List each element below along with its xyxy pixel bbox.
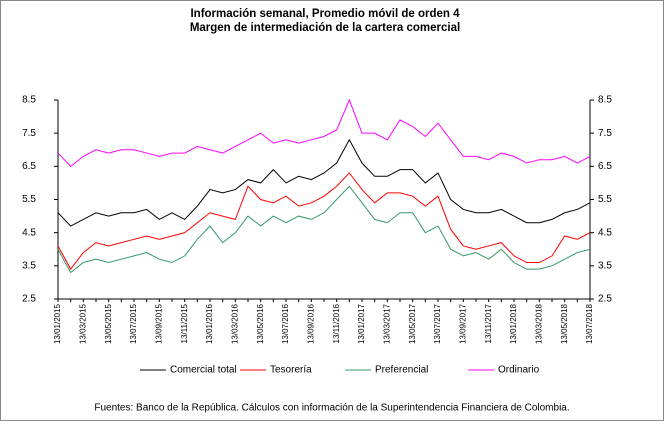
x-tick-label: 13/07/2016	[281, 303, 290, 344]
series-line	[57, 98, 591, 168]
x-tick-label: 13/01/2015	[53, 303, 62, 344]
y2-tick-label: 8.5	[598, 95, 612, 106]
y-tick-label: 8.5	[22, 95, 36, 106]
legend-label: Comercial total	[170, 365, 237, 376]
y-tick-label: 7.5	[22, 128, 36, 139]
y-tick-label: 2.5	[22, 294, 36, 305]
series-line	[57, 172, 591, 271]
x-tick-label: 13/01/2018	[509, 303, 518, 344]
legend-label: Ordinario	[498, 365, 540, 376]
y2-tick-label: 5.5	[598, 194, 612, 205]
x-tick-label: 13/05/2015	[104, 303, 113, 344]
x-tick-label: 13/03/2017	[382, 303, 391, 344]
x-tick-label: 13/11/2017	[484, 303, 493, 343]
x-tick-label: 13/01/2017	[357, 303, 366, 344]
x-tick-label: 13/07/2018	[585, 303, 594, 344]
x-tick-label: 13/05/2016	[256, 303, 265, 344]
y-tick-label: 4.5	[22, 227, 36, 238]
x-tick-label: 13/09/2017	[458, 303, 467, 344]
x-tick-label: 13/07/2015	[129, 303, 138, 344]
series-line	[57, 185, 591, 274]
x-tick-label: 13/03/2016	[230, 303, 239, 344]
y2-tick-label: 2.5	[598, 294, 612, 305]
x-tick-label: 13/09/2015	[154, 303, 163, 344]
y-tick-label: 5.5	[22, 194, 36, 205]
x-tick-label: 13/09/2016	[306, 303, 315, 344]
chart-subtitle: Margen de intermediación de la cartera c…	[190, 22, 460, 34]
series-line	[57, 138, 591, 227]
y-tick-label: 3.5	[22, 260, 36, 271]
y2-tick-label: 6.5	[598, 161, 612, 172]
x-tick-label: 13/03/2015	[78, 303, 87, 344]
x-tick-label: 13/11/2016	[332, 303, 341, 343]
x-tick-label: 13/07/2017	[433, 303, 442, 344]
x-tick-label: 13/05/2017	[408, 303, 417, 344]
y-tick-label: 6.5	[22, 161, 36, 172]
legend-label: Preferencial	[375, 365, 428, 376]
y2-tick-label: 3.5	[598, 260, 612, 271]
x-tick-label: 13/01/2016	[205, 303, 214, 344]
x-tick-label: 13/03/2018	[534, 303, 543, 344]
y2-tick-label: 4.5	[598, 227, 612, 238]
x-tick-label: 13/05/2018	[560, 303, 569, 344]
x-tick-label: 13/11/2015	[180, 303, 189, 343]
legend-label: Tesorería	[270, 365, 312, 376]
chart-title: Información semanal, Promedio móvil de o…	[190, 8, 460, 20]
y2-tick-label: 7.5	[598, 128, 612, 139]
source-note: Fuentes: Banco de la República. Cálculos…	[94, 403, 569, 414]
